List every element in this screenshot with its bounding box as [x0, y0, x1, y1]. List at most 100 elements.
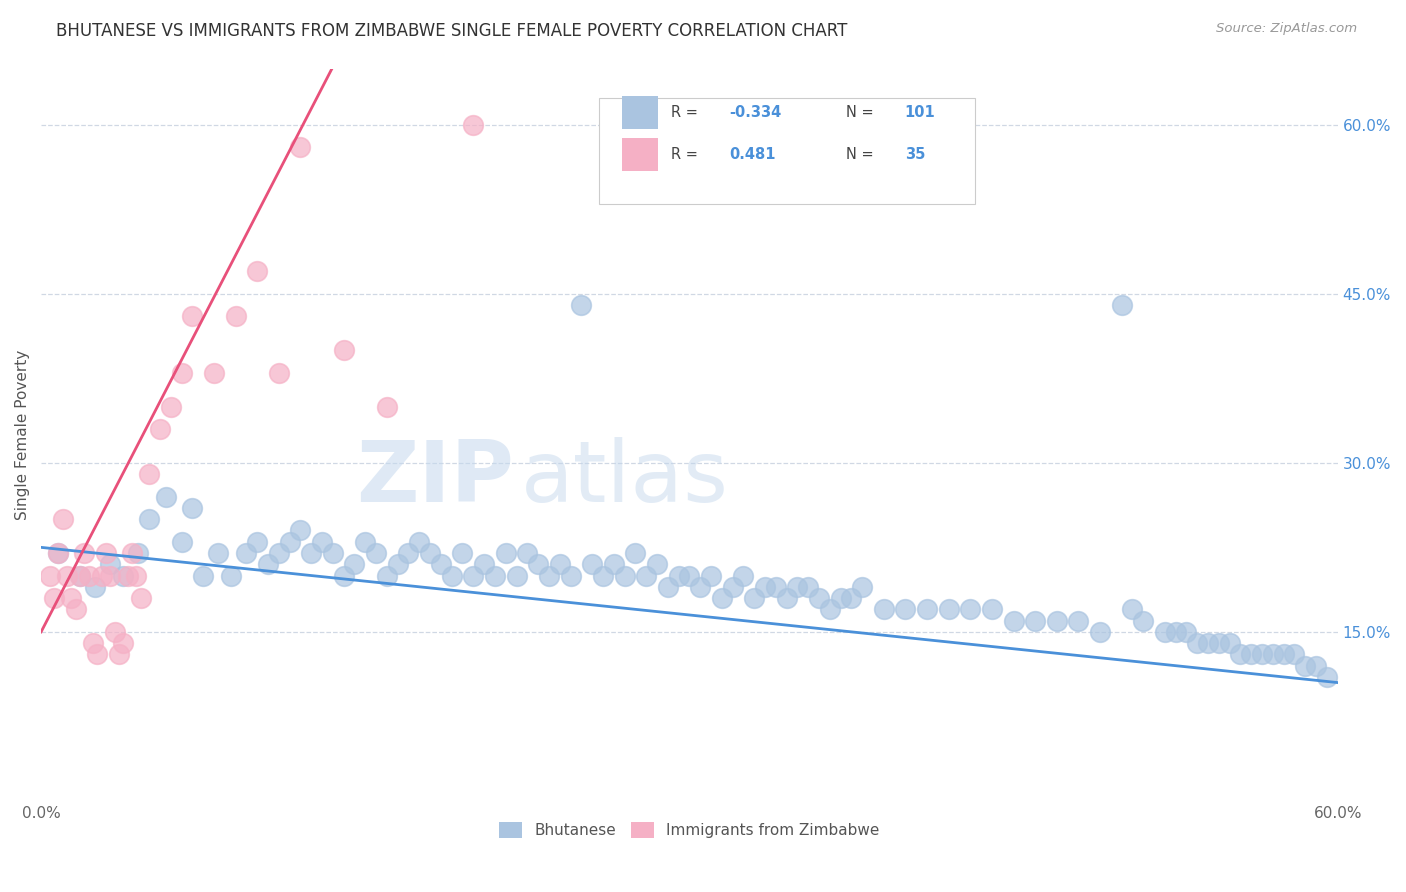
Point	[516, 546, 538, 560]
Point	[1111, 298, 1133, 312]
Point	[84, 580, 107, 594]
Point	[125, 568, 148, 582]
Point	[472, 558, 495, 572]
Point	[69, 568, 91, 582]
Point	[733, 568, 755, 582]
Point	[1284, 648, 1306, 662]
Point	[980, 602, 1002, 616]
Point	[1229, 648, 1251, 662]
Point	[246, 534, 269, 549]
Point	[267, 546, 290, 560]
Point	[73, 546, 96, 560]
Point	[86, 648, 108, 662]
Point	[408, 534, 430, 549]
Point	[818, 602, 841, 616]
Point	[202, 366, 225, 380]
Text: BHUTANESE VS IMMIGRANTS FROM ZIMBABWE SINGLE FEMALE POVERTY CORRELATION CHART: BHUTANESE VS IMMIGRANTS FROM ZIMBABWE SI…	[56, 22, 848, 40]
Point	[354, 534, 377, 549]
Bar	[621, 138, 658, 171]
Point	[290, 524, 312, 538]
Text: ZIP: ZIP	[357, 437, 515, 520]
Point	[129, 591, 152, 605]
Point	[560, 568, 582, 582]
Point	[636, 568, 658, 582]
Point	[375, 568, 398, 582]
Point	[657, 580, 679, 594]
Point	[267, 366, 290, 380]
Point	[225, 310, 247, 324]
Point	[38, 568, 60, 582]
Point	[721, 580, 744, 594]
Point	[48, 546, 70, 560]
Point	[108, 648, 131, 662]
Point	[1153, 624, 1175, 639]
Text: R =: R =	[671, 147, 703, 162]
Text: atlas: atlas	[520, 437, 728, 520]
Text: 101: 101	[904, 105, 935, 120]
Point	[181, 310, 204, 324]
Point	[127, 546, 149, 560]
Point	[754, 580, 776, 594]
Point	[343, 558, 366, 572]
Point	[170, 534, 193, 549]
Point	[1121, 602, 1143, 616]
Point	[915, 602, 938, 616]
Point	[332, 568, 354, 582]
Point	[155, 490, 177, 504]
Y-axis label: Single Female Poverty: Single Female Poverty	[15, 350, 30, 520]
Point	[159, 400, 181, 414]
Point	[1272, 648, 1295, 662]
Point	[710, 591, 733, 605]
FancyBboxPatch shape	[599, 98, 974, 204]
Point	[678, 568, 700, 582]
Point	[311, 534, 333, 549]
Point	[1316, 670, 1339, 684]
Point	[645, 558, 668, 572]
Point	[193, 568, 215, 582]
Point	[1240, 648, 1263, 662]
Point	[112, 568, 135, 582]
Point	[98, 558, 121, 572]
Point	[52, 512, 75, 526]
Text: 35: 35	[904, 147, 925, 162]
Point	[278, 534, 301, 549]
Point	[894, 602, 917, 616]
Point	[398, 546, 420, 560]
Point	[603, 558, 626, 572]
Point	[364, 546, 387, 560]
Point	[419, 546, 441, 560]
Point	[700, 568, 723, 582]
Point	[138, 512, 160, 526]
Point	[775, 591, 797, 605]
Text: -0.334: -0.334	[730, 105, 782, 120]
Point	[322, 546, 344, 560]
Point	[527, 558, 550, 572]
Point	[387, 558, 409, 572]
Point	[495, 546, 517, 560]
Point	[375, 400, 398, 414]
Point	[90, 568, 112, 582]
Point	[1185, 636, 1208, 650]
Point	[569, 298, 592, 312]
Point	[581, 558, 603, 572]
Point	[1046, 614, 1069, 628]
Point	[42, 591, 65, 605]
Point	[138, 467, 160, 482]
Point	[613, 568, 636, 582]
Point	[170, 366, 193, 380]
Point	[765, 580, 787, 594]
Point	[1208, 636, 1230, 650]
Text: R =: R =	[671, 105, 703, 120]
Point	[1251, 648, 1274, 662]
Point	[505, 568, 527, 582]
Point	[246, 264, 269, 278]
Point	[219, 568, 242, 582]
Point	[1002, 614, 1025, 628]
Bar	[621, 96, 658, 129]
Point	[1175, 624, 1198, 639]
Point	[1067, 614, 1090, 628]
Point	[1261, 648, 1284, 662]
Point	[121, 546, 143, 560]
Point	[1294, 658, 1316, 673]
Point	[1219, 636, 1241, 650]
